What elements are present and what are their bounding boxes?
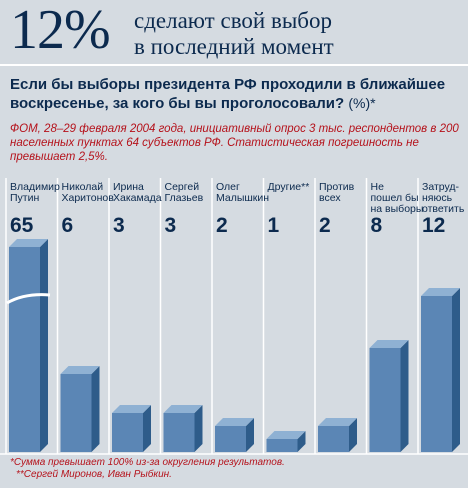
value-label: 8	[371, 214, 383, 237]
category-label: Владимир Путин	[10, 181, 60, 204]
bar-top	[215, 418, 254, 426]
bar	[163, 413, 195, 452]
category-label: Сергей Глазьев	[165, 181, 204, 204]
bar	[421, 296, 452, 452]
value-label: 6	[62, 214, 74, 237]
category-label: Олег Малышкин	[216, 181, 269, 204]
value-label: 3	[165, 214, 177, 237]
bar-top	[421, 288, 460, 296]
bar-top	[266, 431, 306, 439]
axis-break-mark	[6, 293, 51, 305]
value-label: 3	[113, 214, 125, 237]
footnote-1: *Сумма превышает 100% из-за округления р…	[10, 457, 285, 468]
footnote-2: **Сергей Миронов, Иван Рыбкин.	[16, 469, 172, 480]
category-label: Ирина Хакамада	[113, 181, 162, 204]
value-label: 2	[216, 214, 228, 237]
value-label: 2	[319, 214, 331, 237]
category-label: Затруд-няюсь ответить	[422, 181, 465, 215]
bar-top	[369, 340, 409, 348]
bar-side	[143, 405, 151, 452]
survey-question: Если бы выборы президента РФ проходили в…	[10, 76, 460, 113]
bar-side	[91, 366, 100, 452]
question-text: Если бы выборы президента РФ проходили в…	[10, 76, 446, 112]
bar-side	[452, 288, 460, 452]
bar	[60, 374, 92, 452]
category-label: Другие**	[268, 181, 310, 193]
bar-side	[297, 431, 306, 452]
bar	[9, 247, 40, 452]
bar	[318, 426, 349, 452]
bar-side	[194, 405, 203, 452]
bar-top	[60, 366, 100, 374]
bar	[112, 413, 143, 452]
headline-percent: 12%	[10, 0, 111, 61]
category-label: Не пошел бы на выборы	[371, 181, 424, 215]
bar-side	[349, 418, 357, 452]
headline-text: сделают свой выбор в последний момент	[134, 8, 464, 60]
source-note: ФОМ, 28–29 февраля 2004 года, инициативн…	[10, 123, 459, 163]
headline-line-1: сделают свой выбор	[134, 8, 332, 33]
bar-top	[163, 405, 203, 413]
headline-line-2: в последний момент	[134, 34, 334, 59]
category-label: Против всех	[319, 181, 355, 204]
bar	[215, 426, 246, 452]
bar	[266, 439, 298, 452]
bar-side	[40, 239, 48, 452]
bar-side	[246, 418, 254, 452]
bar-top	[318, 418, 357, 426]
value-label: 1	[268, 214, 280, 237]
bar-top	[9, 239, 48, 247]
value-label: 12	[422, 214, 445, 237]
question-unit: (%)*	[348, 95, 376, 111]
divider	[0, 64, 468, 66]
bar-top	[112, 405, 151, 413]
category-label: Николай Харитонов	[62, 181, 115, 204]
bar	[369, 348, 401, 452]
headline: 12% сделают свой выбор в последний момен…	[0, 0, 468, 66]
value-label: 65	[10, 214, 34, 237]
bar-side	[400, 340, 409, 452]
